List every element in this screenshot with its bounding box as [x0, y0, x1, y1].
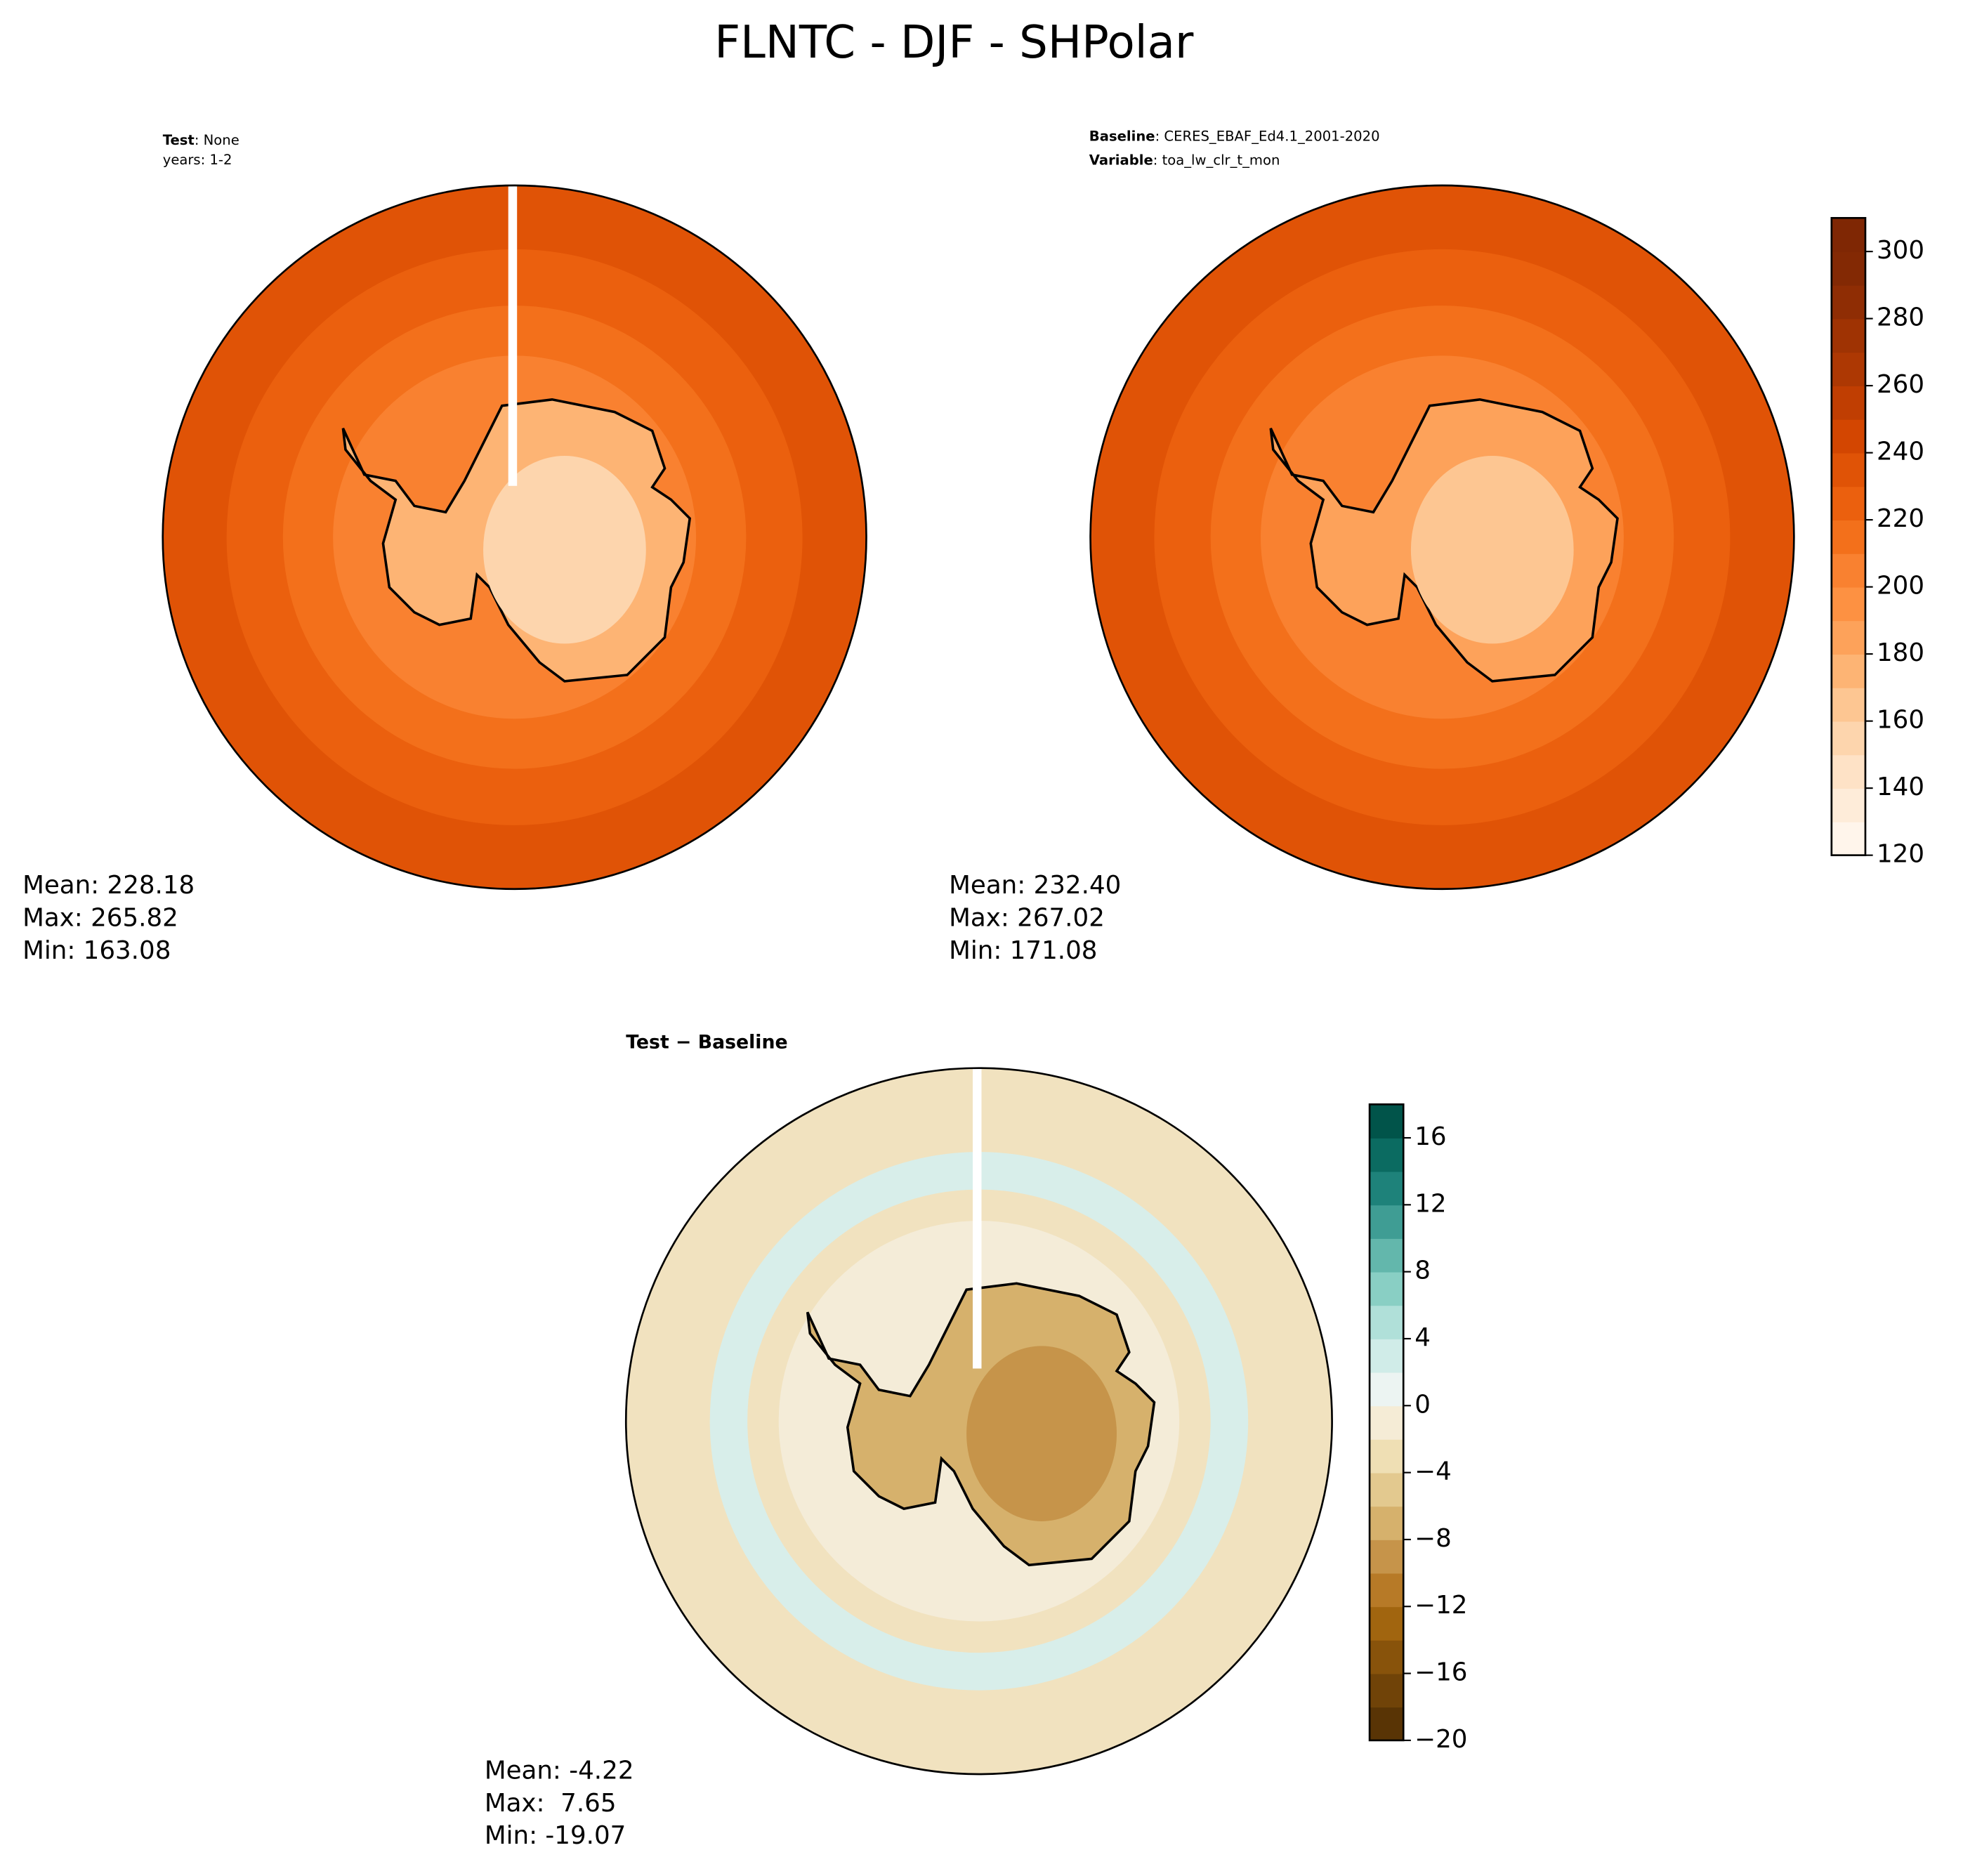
- colorbar-band: [1831, 553, 1865, 588]
- map-diff: [624, 1067, 1333, 1776]
- panel-label: Variable: toa_lw_clr_t_mon: [1089, 152, 1280, 168]
- stat: Mean: -4.22: [485, 1756, 634, 1785]
- colorbar-band: [1370, 1305, 1404, 1339]
- panel-label: Baseline: CERES_EBAF_Ed4.1_2001-2020: [1089, 128, 1380, 144]
- colorbar-tick-label: 200: [1877, 572, 1924, 601]
- colorbar-band: [1370, 1205, 1404, 1239]
- colorbar-tick-label: 4: [1414, 1323, 1431, 1352]
- label-text: : None: [195, 131, 239, 147]
- colorbar-tick-label: 140: [1877, 773, 1924, 801]
- colorbar-band: [1831, 251, 1865, 286]
- stat: Mean: 232.40: [949, 871, 1121, 900]
- colorbar-band: [1370, 1338, 1404, 1373]
- panel-label: Test: None: [163, 131, 239, 147]
- colorbar-band: [1831, 352, 1865, 386]
- label-key: Baseline: [1089, 128, 1155, 144]
- colorbar-band: [1370, 1539, 1404, 1574]
- colorbar-band: [1370, 1238, 1404, 1273]
- colorbar-band: [1831, 520, 1865, 554]
- colorbar-tick-label: 0: [1414, 1390, 1431, 1419]
- colorbar-tick-label: 260: [1877, 370, 1924, 399]
- colorbar-band: [1370, 1438, 1404, 1474]
- stat: Min: -19.07: [485, 1821, 626, 1850]
- colorbar-tick-label: −8: [1414, 1524, 1452, 1553]
- label-text: : CERES_EBAF_Ed4.1_2001-2020: [1155, 128, 1380, 144]
- colorbar-tick-label: 240: [1877, 438, 1924, 466]
- stat: Max: 267.02: [949, 904, 1105, 933]
- stat: Mean: 228.18: [22, 871, 195, 900]
- colorbar-band: [1370, 1405, 1404, 1440]
- colorbar-band: [1831, 419, 1865, 454]
- colorbar-tick-label: 120: [1877, 840, 1924, 869]
- stat: Min: 163.08: [22, 936, 171, 965]
- colorbar-band: [1370, 1171, 1404, 1206]
- colorbar-band: [1831, 386, 1865, 420]
- colorbar-band: [1831, 586, 1865, 622]
- colorbar-tick-label: −12: [1414, 1591, 1467, 1620]
- colorbar-band: [1370, 1707, 1404, 1741]
- colorbar-tick-label: 8: [1414, 1257, 1431, 1285]
- colorbar-band: [1370, 1673, 1404, 1708]
- colorbar-band: [1831, 452, 1865, 487]
- label-key: Test: [163, 131, 195, 147]
- colorbar-band: [1370, 1472, 1404, 1507]
- colorbar-band: [1370, 1138, 1404, 1172]
- colorbar-tick-label: 280: [1877, 303, 1924, 332]
- label-text: : toa_lw_clr_t_mon: [1153, 152, 1280, 168]
- colorbar-band: [1831, 754, 1865, 789]
- panel-label: Test − Baseline: [626, 1032, 787, 1054]
- stat: Min: 171.08: [949, 936, 1097, 965]
- colorbar-band: [1370, 1271, 1404, 1306]
- colorbar-tick-label: −20: [1414, 1725, 1467, 1754]
- colorbar-band: [1831, 721, 1865, 756]
- colorbar-band: [1370, 1573, 1404, 1608]
- map-baseline: [1089, 184, 1795, 891]
- colorbar-band: [1831, 654, 1865, 688]
- label-key: Variable: [1089, 152, 1153, 168]
- colorbar-band: [1831, 788, 1865, 822]
- colorbar-band: [1831, 218, 1865, 252]
- colorbar-frame: [1368, 1103, 1405, 1742]
- colorbar-band: [1370, 1372, 1404, 1407]
- colorbar-band: [1831, 687, 1865, 722]
- colorbar-tick-label: 12: [1414, 1189, 1446, 1218]
- colorbar-frame: [1830, 216, 1867, 856]
- colorbar-band: [1370, 1639, 1404, 1674]
- colorbar-band: [1370, 1506, 1404, 1540]
- colorbar-band: [1831, 821, 1865, 856]
- colorbar-band: [1831, 318, 1865, 353]
- colorbar-tick-label: 180: [1877, 638, 1924, 667]
- colorbar-tick-label: 160: [1877, 706, 1924, 735]
- colorbar-tick-label: 220: [1877, 504, 1924, 533]
- title: FLNTC - DJF - SHPolar: [714, 16, 1194, 69]
- colorbar-band: [1370, 1606, 1404, 1641]
- stat: Max: 265.82: [22, 904, 178, 933]
- colorbar-band: [1831, 620, 1865, 655]
- colorbar-tick-label: −16: [1414, 1658, 1467, 1687]
- panel-label: years: 1-2: [163, 152, 232, 168]
- stat: Max: 7.65: [485, 1789, 617, 1818]
- colorbar-tick-label: 16: [1414, 1122, 1446, 1151]
- colorbar-band: [1831, 284, 1865, 320]
- colorbar-tick-label: −4: [1414, 1457, 1452, 1486]
- colorbar-tick-label: 300: [1877, 236, 1924, 265]
- colorbar-band: [1370, 1104, 1404, 1139]
- map-test: [162, 184, 867, 891]
- colorbar-band: [1831, 486, 1865, 520]
